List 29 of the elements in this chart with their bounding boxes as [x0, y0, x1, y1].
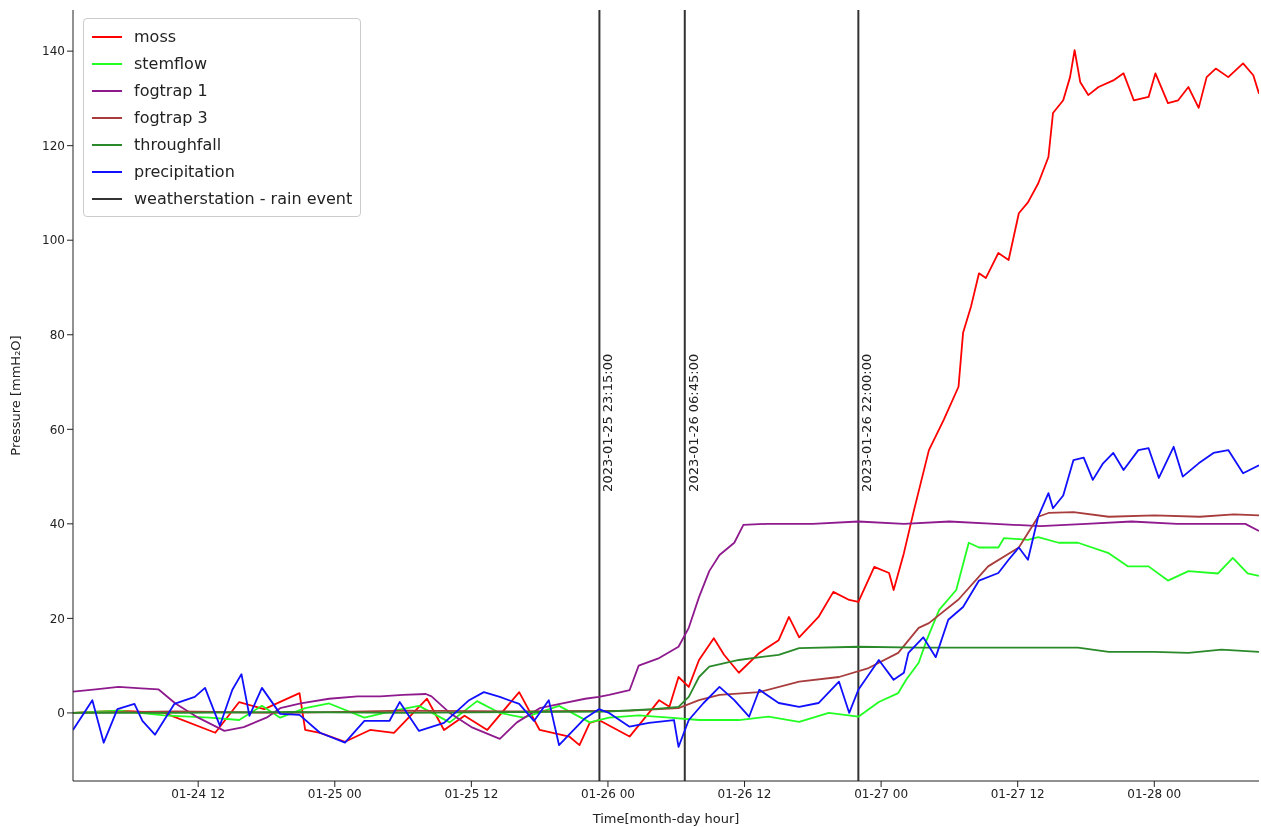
- x-tick-label: 01-26 00: [580, 786, 635, 801]
- x-tick-label: 01-27 12: [990, 786, 1045, 801]
- legend-label: precipitation: [134, 162, 235, 181]
- legend-label: moss: [134, 27, 177, 46]
- legend-label: stemflow: [134, 54, 207, 73]
- x-tick-label: 01-27 00: [854, 786, 909, 801]
- line-series: [73, 645, 1259, 714]
- x-tick-label: 01-25 00: [307, 786, 362, 801]
- y-tick-label: 80: [49, 328, 65, 343]
- y-tick-label: 20: [49, 611, 65, 626]
- ref-line-label: 2023-01-26 06:45:00: [685, 353, 701, 492]
- y-axis-title: Pressure [mmH₂O]: [7, 335, 23, 456]
- x-tick-label: 01-28 00: [1127, 786, 1182, 801]
- y-tick-label: 0: [57, 706, 65, 721]
- y-tick-label: 100: [42, 233, 65, 248]
- x-tick-label: 01-24 12: [171, 786, 226, 801]
- y-tick-label: 40: [49, 517, 65, 532]
- legend-label: fogtrap 1: [134, 81, 208, 100]
- legend-label: throughfall: [134, 135, 222, 154]
- ref-line-label: 2023-01-25 23:15:00: [600, 353, 616, 492]
- y-tick-label: 120: [42, 138, 65, 153]
- x-tick-label: 01-25 12: [444, 786, 499, 801]
- y-tick-label: 140: [42, 44, 65, 59]
- legend-label: fogtrap 3: [134, 108, 208, 127]
- ref-line-label: 2023-01-26 22:00:00: [859, 353, 875, 492]
- legend-label: weatherstation - rain event: [134, 189, 353, 208]
- x-axis-title: Time[month-day hour]: [591, 811, 740, 826]
- y-tick-label: 60: [49, 422, 65, 437]
- x-tick-label: 01-26 12: [717, 786, 772, 801]
